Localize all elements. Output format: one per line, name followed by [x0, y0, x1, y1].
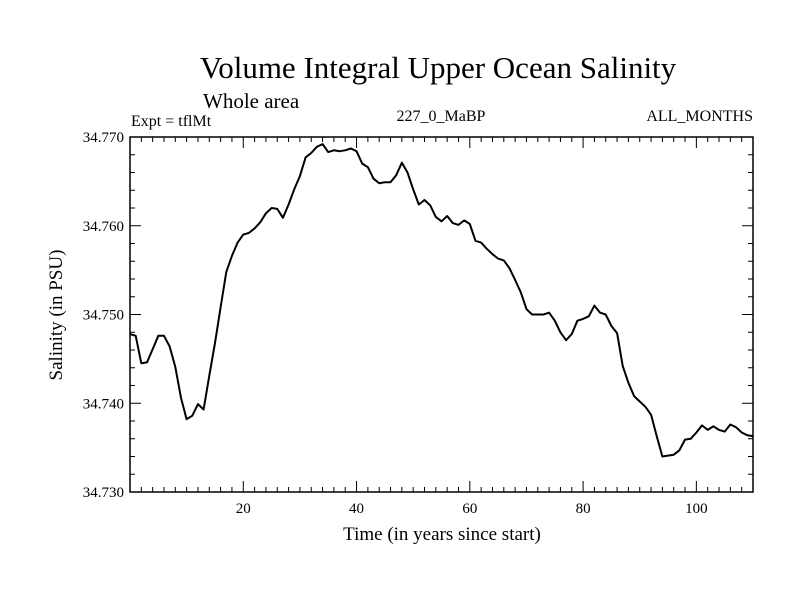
months-label: ALL_MONTHS	[646, 108, 753, 125]
y-tick-label: 34.730	[83, 485, 124, 501]
chart-subtitle: Whole area	[203, 89, 300, 113]
salinity-series-line	[129, 143, 754, 458]
y-axis-label: Salinity (in PSU)	[46, 250, 67, 381]
plot-frame	[129, 136, 754, 493]
chart-title: Volume Integral Upper Ocean Salinity	[200, 50, 677, 85]
plot-area: 20 40 60 80 100 34.730 34.740 34.750 34.760 34.77…	[83, 130, 754, 517]
x-tick-label: 80	[576, 501, 591, 517]
experiment-label: Expt = tflMt	[131, 113, 212, 130]
x-tick-label: 40	[349, 501, 364, 517]
y-tick-label: 34.770	[83, 130, 124, 146]
x-axis-label: Time (in years since start)	[343, 524, 541, 545]
x-tick-label: 20	[236, 501, 251, 517]
run-id-label: 227_0_MaBP	[397, 108, 486, 125]
x-tick-label: 60	[462, 501, 477, 517]
y-tick-label: 34.760	[83, 219, 124, 235]
x-tick-label: 100	[685, 501, 708, 517]
y-tick-label: 34.740	[83, 396, 124, 412]
y-tick-label: 34.750	[83, 308, 124, 324]
